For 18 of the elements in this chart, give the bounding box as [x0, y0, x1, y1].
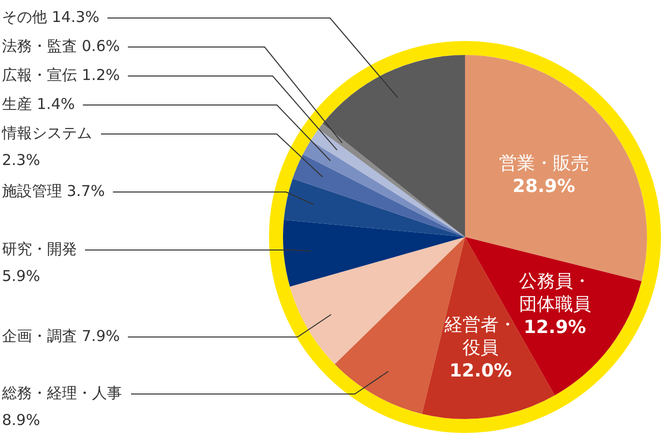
slice-label: 研究・開発: [2, 240, 77, 258]
slice-label: 公務員・団体職員: [518, 271, 591, 316]
slice-label: 企画・調査 7.9%: [2, 327, 120, 346]
slice-label: 営業・販売: [498, 152, 589, 174]
slice-label: 総務・経理・人事: [1, 384, 122, 402]
slice-label: 経営者・役員: [444, 314, 517, 359]
data-label: 28.9%: [512, 176, 576, 197]
data-label: 12.0%: [449, 360, 512, 382]
slice-label: 施設管理 3.7%: [2, 182, 105, 200]
slice-label: 法務・監査 0.6%: [2, 37, 120, 56]
slice-label: 生産 1.4%: [2, 95, 75, 114]
data-label: 8.9%: [2, 411, 40, 430]
data-label: 5.9%: [2, 267, 40, 286]
slice-label: その他 14.3%: [2, 8, 100, 26]
slice-label: 情報システム: [1, 124, 92, 142]
slice-label: 広報・宣伝 1.2%: [2, 66, 120, 84]
data-label: 2.3%: [2, 151, 40, 170]
data-label: 12.9%: [524, 317, 586, 338]
